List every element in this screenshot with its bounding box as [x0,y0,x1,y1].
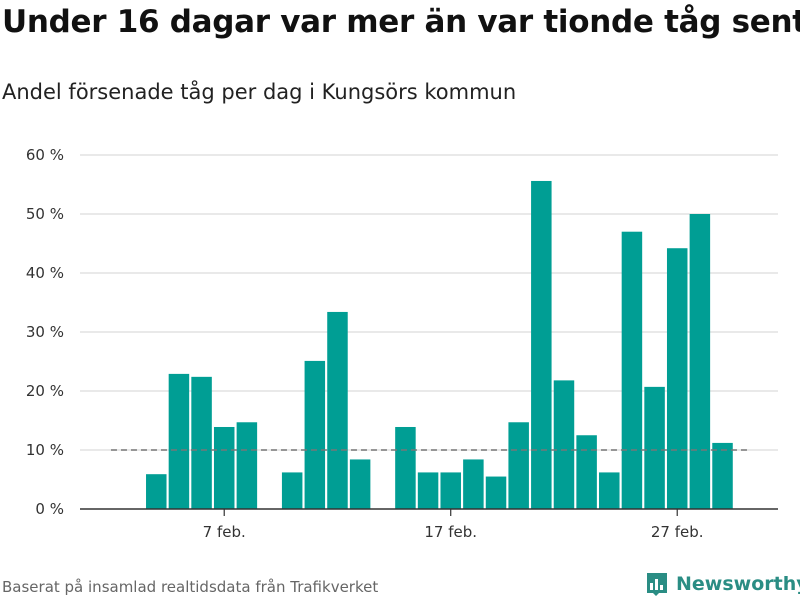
bar [644,386,665,509]
bar [485,476,507,509]
bar [281,472,303,509]
bar [213,426,235,509]
bar [599,472,620,509]
chart-subtitle: Andel försenade tåg per dag i Kungsörs k… [2,80,517,104]
bar [508,422,529,509]
bar [146,474,167,509]
source-note: Baserat på insamlad realtidsdata från Tr… [2,578,379,596]
bar [349,459,371,509]
y-tick-label: 60 % [26,146,64,164]
bar [395,426,416,509]
bar [327,311,348,509]
y-tick-label: 20 % [26,382,64,400]
bar [576,435,597,509]
y-tick-label: 30 % [26,323,64,341]
bar-chart-logo-icon [647,573,667,596]
brand-name: Newsworthy [676,573,800,595]
chart-title: Under 16 dagar var mer än var tionde tåg… [2,4,800,40]
y-axis-labels: 0 % 10 % 20 % 30 % 40 % 50 % 60 % [26,146,64,518]
x-tick-label: 7 feb. [203,523,246,541]
x-tick-label: 27 feb. [651,523,704,541]
y-tick-label: 0 % [35,500,64,518]
bar [417,472,439,509]
bar [712,442,733,509]
bar [191,376,212,509]
y-tick-label: 10 % [26,441,64,459]
bar [666,248,688,509]
bar [531,180,552,509]
brand-logo[interactable]: Newsworthy [645,570,800,598]
bar [236,422,258,509]
x-tick-label: 17 feb. [424,523,477,541]
bars [146,180,733,509]
bar [304,360,326,509]
y-tick-label: 50 % [26,205,64,223]
bar [621,231,643,509]
x-axis: 7 feb. 17 feb. 27 feb. [80,508,778,541]
bar [553,380,575,509]
bar [440,472,461,509]
bar [168,373,190,509]
bar [463,459,484,509]
bar [689,214,711,509]
y-tick-label: 40 % [26,264,64,282]
